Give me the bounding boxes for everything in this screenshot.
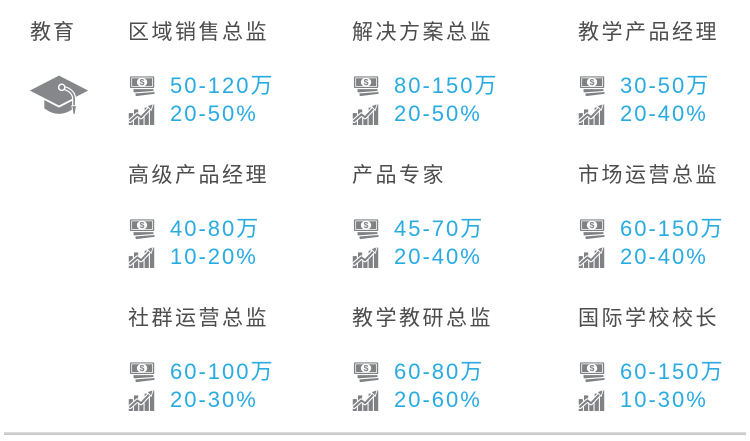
growth-row: 20-50% — [352, 100, 578, 128]
growth-row: 20-40% — [352, 243, 578, 271]
position-title: 市场运营总监 — [578, 164, 719, 187]
growth-row: 20-30% — [128, 386, 352, 414]
salary-row: 60-100万 — [128, 358, 352, 386]
salary-range: 60-150万 — [620, 359, 725, 384]
banknotes-icon — [128, 217, 158, 241]
growth-chart-icon — [352, 102, 382, 126]
position-title: 教学教研总监 — [352, 307, 493, 330]
growth-chart-icon — [128, 388, 158, 412]
banknotes-icon — [352, 74, 382, 98]
growth-range: 20-40% — [620, 101, 708, 126]
banknotes-icon — [578, 360, 608, 384]
growth-range: 20-40% — [620, 244, 708, 269]
salary-row: 60-150万 — [578, 215, 750, 243]
position-card: 解决方案总监 80-150万 20-50% — [352, 20, 578, 128]
growth-chart-icon — [578, 245, 608, 269]
position-title: 解决方案总监 — [352, 21, 493, 44]
salary-range: 60-100万 — [170, 359, 275, 384]
growth-row: 20-60% — [352, 386, 578, 414]
salary-row: 30-50万 — [578, 72, 750, 100]
position-card: 教学产品经理 30-50万 20-40% — [578, 20, 750, 128]
position-title: 高级产品经理 — [128, 164, 269, 187]
banknotes-icon — [352, 360, 382, 384]
growth-chart-icon — [128, 102, 158, 126]
growth-chart-icon — [352, 245, 382, 269]
position-card: 社群运营总监 60-100万 20-30% — [128, 306, 352, 414]
salary-range: 60-150万 — [620, 216, 725, 241]
salary-range: 45-70万 — [394, 216, 485, 241]
position-title: 教学产品经理 — [578, 21, 719, 44]
salary-range: 60-80万 — [394, 359, 485, 384]
growth-row: 10-30% — [578, 386, 750, 414]
salary-row: 60-150万 — [578, 358, 750, 386]
bottom-divider — [4, 432, 746, 435]
position-card: 高级产品经理 40-80万 10-20% — [128, 163, 352, 271]
growth-range: 20-50% — [170, 101, 258, 126]
growth-row: 20-40% — [578, 100, 750, 128]
salary-row: 40-80万 — [128, 215, 352, 243]
growth-row: 20-40% — [578, 243, 750, 271]
position-card: 国际学校校长 60-150万 10-30% — [578, 306, 750, 414]
banknotes-icon — [128, 74, 158, 98]
graduation-cap-icon — [26, 72, 92, 121]
growth-row: 20-50% — [128, 100, 352, 128]
growth-chart-icon — [578, 102, 608, 126]
salary-range: 50-120万 — [170, 73, 275, 98]
growth-chart-icon — [128, 245, 158, 269]
position-card: 教学教研总监 60-80万 20-60% — [352, 306, 578, 414]
salary-row: 60-80万 — [352, 358, 578, 386]
salary-row: 50-120万 — [128, 72, 352, 100]
position-title: 产品专家 — [352, 164, 446, 187]
banknotes-icon — [352, 217, 382, 241]
salary-range: 40-80万 — [170, 216, 261, 241]
category-label: 教育 — [30, 21, 76, 44]
growth-row: 10-20% — [128, 243, 352, 271]
growth-range: 20-40% — [394, 244, 482, 269]
position-card: 产品专家 45-70万 20-40% — [352, 163, 578, 271]
growth-chart-icon — [352, 388, 382, 412]
position-card: 市场运营总监 60-150万 20-40% — [578, 163, 750, 271]
position-card: 区域销售总监 50-120万 20-50% — [128, 20, 352, 128]
salary-row: 80-150万 — [352, 72, 578, 100]
growth-range: 20-60% — [394, 387, 482, 412]
salary-range: 30-50万 — [620, 73, 711, 98]
banknotes-icon — [578, 74, 608, 98]
position-title: 国际学校校长 — [578, 307, 719, 330]
growth-range: 10-30% — [620, 387, 708, 412]
growth-range: 10-20% — [170, 244, 258, 269]
position-title: 社群运营总监 — [128, 307, 269, 330]
banknotes-icon — [128, 360, 158, 384]
growth-chart-icon — [578, 388, 608, 412]
positions-grid: 区域销售总监 50-120万 20-50% 解决方案总监 80-150万 20-… — [128, 20, 750, 414]
growth-range: 20-30% — [170, 387, 258, 412]
banknotes-icon — [578, 217, 608, 241]
salary-row: 45-70万 — [352, 215, 578, 243]
growth-range: 20-50% — [394, 101, 482, 126]
salary-range: 80-150万 — [394, 73, 499, 98]
position-title: 区域销售总监 — [128, 21, 269, 44]
